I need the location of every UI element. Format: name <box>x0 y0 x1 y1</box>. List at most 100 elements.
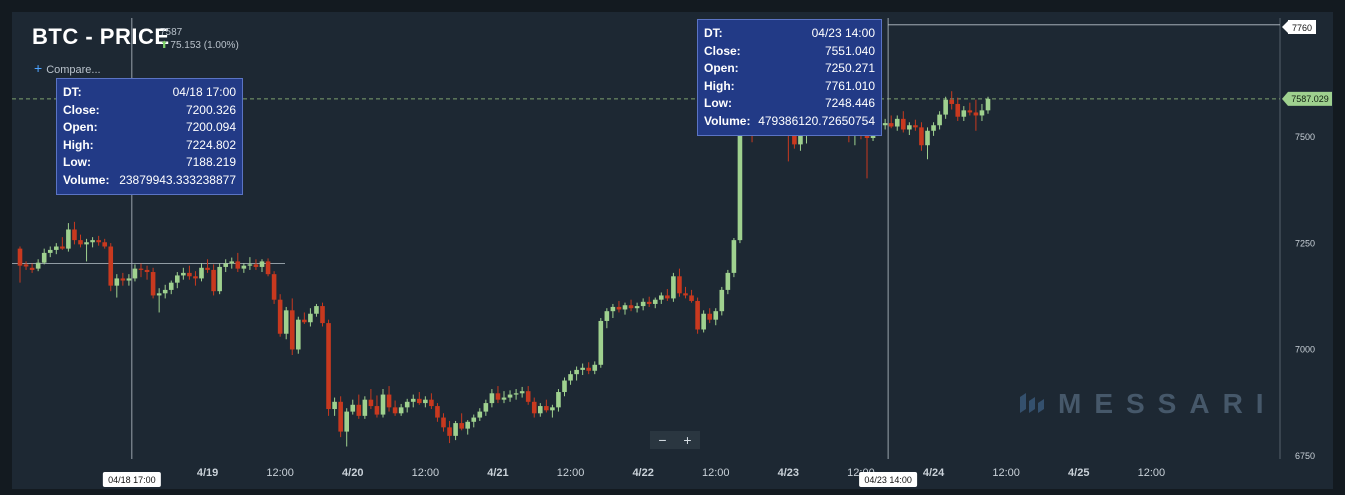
arrow-up-icon: ⬆ <box>160 40 169 51</box>
candle-body <box>901 118 906 130</box>
candle-body <box>356 404 362 416</box>
candle-body <box>731 240 737 273</box>
candle-body <box>326 323 331 410</box>
candle-body <box>701 313 706 330</box>
last-price-tag-bg <box>1288 91 1332 106</box>
candle-body <box>556 392 561 408</box>
tooltip-key: Volume: <box>704 113 751 128</box>
candle-body <box>187 272 192 277</box>
candle-body <box>271 274 277 300</box>
candle-body <box>525 391 531 402</box>
compare-button[interactable]: + Compare... <box>34 60 101 76</box>
x-tick-label: 12:00 <box>557 467 585 479</box>
candle-body <box>931 125 936 131</box>
candle-body <box>223 263 228 267</box>
candle-body <box>634 306 640 309</box>
candle-body <box>380 394 386 415</box>
tooltip-value: 04/18 17:00 <box>172 85 236 99</box>
tooltip-row: DT: 04/23 14:00 <box>704 25 875 43</box>
tooltip-right: DT: 04/23 14:00 Close: 7551.040 Open: 7250.27… <box>697 19 882 136</box>
candle-body <box>386 394 392 408</box>
candle-body <box>259 261 265 267</box>
zoom-out-button[interactable]: − <box>658 432 667 448</box>
compare-label: Compare... <box>46 64 101 76</box>
x-tick-label: 4/20 <box>342 467 363 479</box>
page-title: BTC - PRICE <box>32 24 170 49</box>
tooltip-row: High: 7761.010 <box>704 78 875 96</box>
candle-body <box>90 240 95 243</box>
tooltip-value: 7188.219 <box>185 155 236 169</box>
x-tick-label: 4/19 <box>197 467 218 479</box>
tooltip-key: Close: <box>63 102 100 117</box>
candle-body <box>689 295 694 301</box>
candle-body <box>616 306 622 310</box>
tooltip-key: Close: <box>704 43 741 58</box>
price-change-value: 75.153 (1.00%) <box>170 40 239 51</box>
candle-body <box>907 125 912 130</box>
candle-body <box>919 127 924 146</box>
y-max-label-arrow <box>1282 21 1288 33</box>
candle-body <box>102 242 107 247</box>
candle-body <box>66 229 71 249</box>
candle-body <box>217 266 222 292</box>
candle-body <box>640 301 646 307</box>
candle-body <box>580 367 585 370</box>
candle-body <box>949 99 954 104</box>
candle-body <box>132 268 138 279</box>
candle-body <box>144 269 150 273</box>
tooltip-row: Volume: 479386120.72650754 <box>704 113 875 131</box>
candle-body <box>84 242 89 245</box>
tooltip-row: Close: 7200.326 <box>63 102 236 120</box>
messari-logo-icon <box>1020 393 1044 413</box>
tooltip-row: Low: 7188.219 <box>63 154 236 172</box>
candle-body <box>979 110 985 116</box>
candle-body <box>138 268 144 270</box>
tooltip-key: DT: <box>704 26 723 40</box>
candle-body <box>888 123 894 127</box>
tooltip-key: Open: <box>63 120 98 134</box>
candle-body <box>622 305 628 310</box>
candle-body <box>707 313 712 320</box>
tooltip-value: 04/23 14:00 <box>811 26 875 40</box>
price-change: ⬆ 75.153 (1.00%) <box>160 40 239 51</box>
candle-body <box>410 398 416 402</box>
tooltip-value: 7551.040 <box>824 43 875 58</box>
tooltip-row: Volume: 23879943.333238877 <box>63 172 236 190</box>
candle-body <box>265 261 271 275</box>
tooltip-value: 479386120.72650754 <box>758 113 875 128</box>
candle-body <box>586 367 591 371</box>
crosshair-time-label-bg <box>859 472 918 487</box>
candle-body <box>894 118 900 127</box>
y-max-label: 7760 <box>1292 23 1312 33</box>
candle-body <box>453 423 458 436</box>
x-tick-label: 4/24 <box>923 467 945 479</box>
candle-body <box>54 246 59 250</box>
y-tick-label: 7500 <box>1295 132 1315 142</box>
candle-body <box>308 313 313 323</box>
candle-body <box>120 278 126 281</box>
candle-body <box>683 293 688 296</box>
candle-body <box>60 246 65 249</box>
candle-body <box>592 364 598 371</box>
candle-body <box>610 306 616 312</box>
candle-body <box>441 417 446 428</box>
last-price-tag-arrow <box>1282 91 1288 106</box>
candle-body <box>513 393 519 395</box>
candle-body <box>677 276 682 294</box>
plus-icon: + <box>34 60 43 76</box>
tooltip-key: Low: <box>704 96 732 110</box>
x-tick-label: 4/21 <box>487 467 508 479</box>
candle-body <box>882 123 888 126</box>
tooltip-row: High: 7224.802 <box>63 137 236 155</box>
tooltip-value: 7224.802 <box>185 137 236 152</box>
candle-body <box>181 272 186 276</box>
zoom-in-button[interactable]: + <box>683 432 692 448</box>
candle-body <box>507 394 513 398</box>
candle-body <box>429 399 434 407</box>
tooltip-value: 7250.271 <box>824 61 875 75</box>
candle-body <box>713 311 719 320</box>
candle-body <box>126 278 132 281</box>
tooltip-key: Volume: <box>63 172 110 187</box>
